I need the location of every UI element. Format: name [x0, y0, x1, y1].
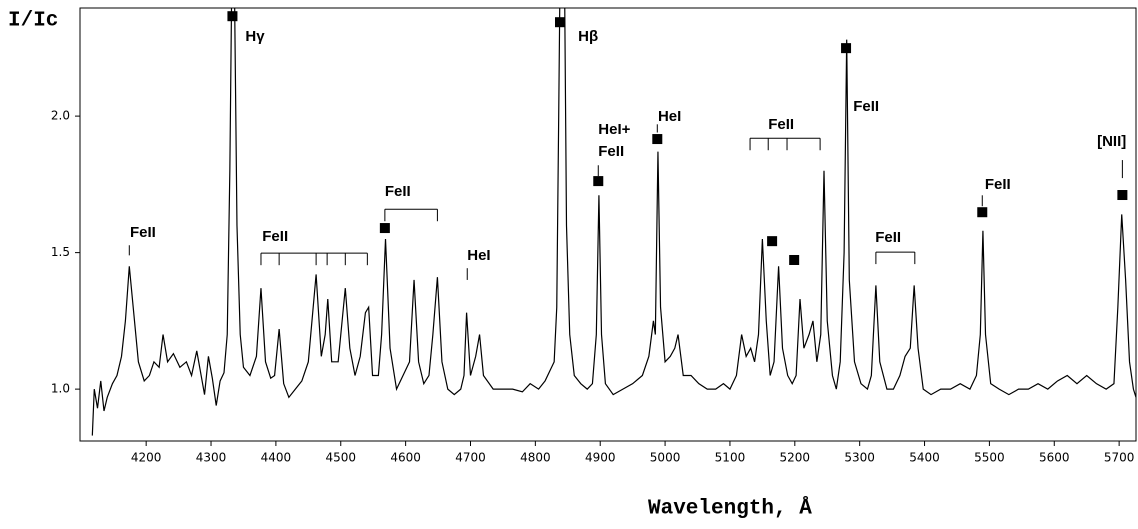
x-tick-label: 4700 [455, 451, 486, 465]
x-tick-label: 5500 [974, 451, 1005, 465]
line-marker [1117, 190, 1128, 201]
annotation: HeI+ [598, 121, 630, 138]
line-marker [379, 223, 390, 234]
plot-frame [79, 7, 1137, 442]
line-marker [227, 11, 238, 22]
line-marker [555, 17, 565, 28]
line-marker [841, 43, 852, 54]
x-tick-label: 4800 [520, 451, 551, 465]
annotation: Hβ [578, 28, 598, 45]
x-tick-label: 5100 [715, 451, 746, 465]
x-tick-label: 5300 [844, 451, 875, 465]
annotation: FeII [853, 98, 879, 115]
line-marker [789, 254, 800, 265]
annotation: FeII [130, 224, 156, 241]
y-tick-label: 2.0 [51, 109, 70, 123]
line-marker [977, 207, 988, 218]
x-tick-label: 5600 [1039, 451, 1070, 465]
x-tick-label: 5700 [1104, 451, 1135, 465]
x-tick-label: 4400 [261, 451, 292, 465]
annotation: FeII [262, 228, 288, 245]
x-tick-label: 4600 [390, 451, 421, 465]
x-tick-label: 5000 [650, 451, 681, 465]
annotation: FeII [985, 176, 1011, 193]
x-tick-label: 4900 [585, 451, 616, 465]
annotation: HeI [658, 108, 681, 125]
annotation: FeII [385, 183, 411, 200]
annotation: HeI [467, 247, 490, 264]
annotation: FeII [598, 143, 624, 160]
x-tick-label: 4300 [196, 451, 227, 465]
x-tick-label: 5400 [909, 451, 940, 465]
x-tick-label: 4200 [131, 451, 162, 465]
annotation: FeII [768, 116, 794, 133]
x-axis-title: Wavelength, Å [648, 496, 812, 521]
y-tick-label: 1.0 [51, 382, 70, 396]
x-tick-label: 4500 [325, 451, 356, 465]
line-marker [767, 236, 778, 247]
y-axis-title: I/Ic [8, 10, 58, 33]
annotation: [NII] [1097, 133, 1126, 150]
line-marker [593, 176, 604, 187]
line-marker [652, 134, 663, 145]
annotation: FeII [875, 229, 901, 246]
y-tick-label: 1.5 [51, 245, 70, 259]
spectrum-line [91, 8, 1136, 436]
x-tick-label: 5200 [780, 451, 811, 465]
annotation: Hγ [245, 28, 265, 45]
